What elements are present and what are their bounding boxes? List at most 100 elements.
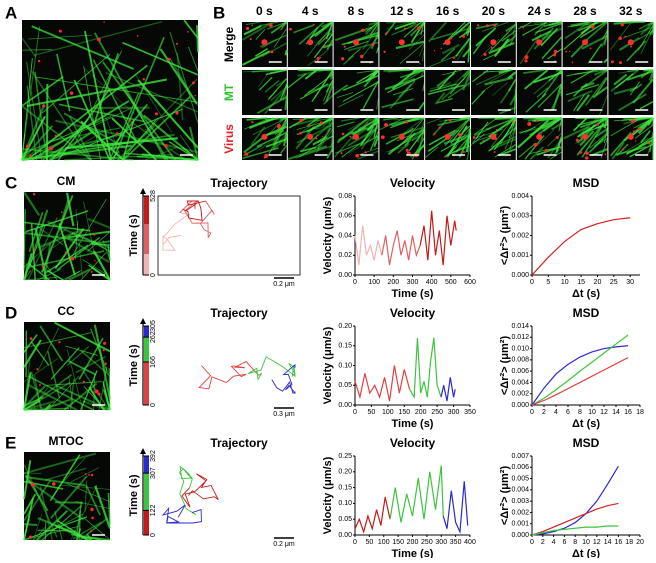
virus-dot [353, 39, 359, 45]
y-axis-label: Velocity (μm/s) [322, 326, 334, 404]
virus-dot [536, 39, 542, 45]
y-tick-label: 0.06 [338, 213, 352, 220]
virus-dot [313, 24, 315, 26]
virus-dot [299, 119, 302, 122]
virus-dot [103, 21, 105, 23]
virus-dot [498, 47, 499, 48]
virus-dot [534, 143, 538, 147]
virus-dot [536, 134, 542, 140]
y-tick-label: 0.05 [338, 516, 352, 523]
filament [495, 118, 516, 119]
virus-dot [417, 26, 420, 29]
virus-dot [611, 60, 614, 63]
virus-dot [308, 124, 310, 126]
time-label: 0 s [256, 4, 273, 18]
colorbar [144, 326, 149, 405]
filament [197, 25, 198, 52]
virus-dot [635, 140, 636, 141]
image-label: MTOC [48, 434, 83, 448]
virus-dot [91, 517, 94, 520]
chart-title: Velocity [390, 176, 436, 190]
virus-dot [341, 57, 344, 60]
chart-title: MSD [573, 306, 600, 320]
virus-dot [289, 28, 292, 31]
x-tick-label: 18 [636, 409, 644, 416]
colorbar-tick-label: 166 [150, 356, 157, 368]
x-tick-label: 4 [554, 409, 558, 416]
y-tick-label: 0.010 [511, 345, 529, 352]
x-tick-label: 100 [378, 539, 390, 546]
virus-dot [245, 152, 249, 156]
virus-dot [195, 95, 197, 97]
virus-dot [342, 133, 345, 136]
x-tick-label: 600 [464, 279, 476, 286]
virus-dot [130, 119, 132, 121]
time-label: 12 s [390, 4, 414, 18]
y-axis-label: Time (s) [128, 474, 140, 516]
x-tick-label: 10 [588, 409, 596, 416]
virus-dot [261, 134, 267, 140]
virus-dot [29, 535, 32, 538]
virus-dot [65, 252, 67, 254]
x-tick-label: 14 [604, 539, 612, 546]
virus-dot [344, 46, 346, 48]
virus-dot [569, 51, 570, 52]
x-tick-label: 6 [562, 539, 566, 546]
trajectory-path [199, 362, 259, 389]
virus-dot [61, 211, 63, 213]
data-line [532, 218, 630, 275]
virus-dot [404, 28, 406, 30]
x-tick-label: 10 [582, 539, 590, 546]
virus-dot [34, 249, 36, 251]
virus-dot [131, 124, 132, 125]
time-label: 32 s [619, 4, 643, 18]
time-label: 24 s [528, 4, 552, 18]
x-tick-label: 150 [398, 409, 410, 416]
virus-dot [81, 232, 83, 234]
virus-dot [97, 38, 101, 42]
x-tick-label: 0 [530, 279, 534, 286]
y-axis-label: Velocity (μm/s) [322, 196, 334, 274]
virus-dot [493, 24, 496, 27]
virus-dot [281, 25, 283, 27]
chart-title: Velocity [390, 436, 436, 450]
filament [377, 22, 378, 39]
colorbar-tick-label: 122 [150, 504, 157, 516]
virus-dot [97, 393, 100, 396]
virus-dot [453, 57, 455, 59]
colorbar [144, 456, 149, 535]
x-tick-label: 12 [600, 409, 608, 416]
virus-dot [192, 82, 195, 85]
data-line [532, 503, 618, 535]
virus-dot [525, 55, 529, 59]
data-line [382, 231, 420, 266]
virus-dot [52, 482, 56, 486]
y-tick-label: 0.006 [511, 368, 529, 375]
y-tick-label: 0.002 [511, 509, 529, 516]
virus-dot [553, 53, 556, 56]
virus-dot [361, 29, 364, 32]
y-tick-label: 0.001 [511, 252, 529, 259]
virus-dot [316, 138, 318, 140]
y-tick-label: 0.002 [511, 391, 529, 398]
virus-dot [618, 37, 621, 40]
virus-dot [137, 35, 139, 37]
virus-dot [545, 149, 548, 152]
virus-dot [55, 135, 57, 137]
x-tick-label: 0 [530, 539, 534, 546]
filament [332, 119, 333, 152]
y-tick-label: 0.20 [338, 469, 352, 476]
y-axis-label: Velocity (μm/s) [322, 456, 334, 534]
colorbar-tick-label: 0 [150, 273, 157, 277]
panel-label: A [5, 3, 17, 22]
virus-dot [565, 51, 567, 53]
virus-dot [582, 134, 588, 140]
virus-dot [320, 121, 323, 124]
data-line [390, 465, 443, 522]
data-line [443, 481, 467, 532]
x-tick-label: 100 [368, 279, 380, 286]
data-line [410, 338, 442, 397]
virus-dot [103, 342, 106, 345]
virus-dot [251, 25, 253, 27]
